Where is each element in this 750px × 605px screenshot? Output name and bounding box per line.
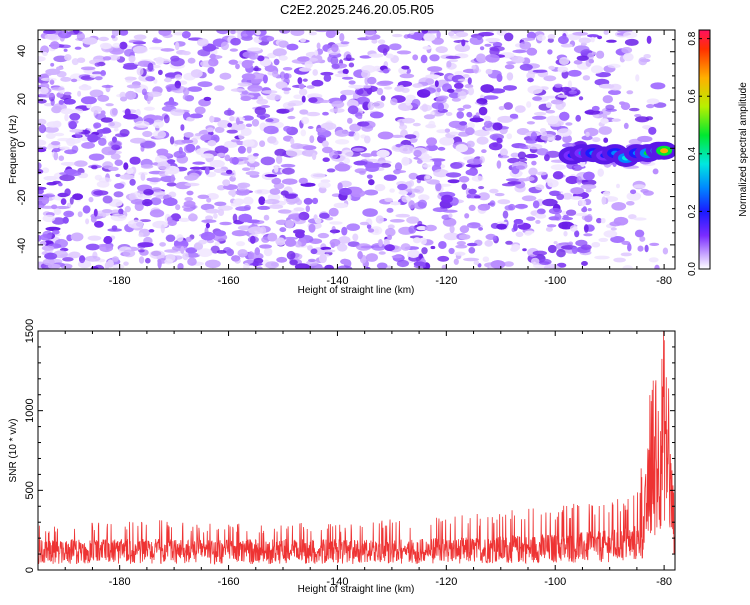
y-tick-label: -20 — [16, 190, 28, 206]
x-axis-label: Height of straight line (km) — [298, 584, 415, 595]
x-tick-label: -100 — [544, 576, 566, 588]
x-tick-label: -140 — [326, 275, 348, 287]
colorbar: 0.0 0.2 0.4 0.6 0.8 Normalized spectral ampli… — [687, 29, 749, 276]
y-tick-label: 20 — [16, 93, 28, 105]
x-tick-label: -180 — [109, 576, 131, 588]
colorbar-label: Normalized spectral amplitude — [738, 82, 749, 217]
x-tick-label: -100 — [544, 275, 566, 287]
y-tick-label: 40 — [16, 45, 28, 57]
colorbar-tick-label: 0.4 — [687, 146, 698, 160]
snr-frame — [37, 330, 676, 571]
x-tick-label: -80 — [656, 275, 672, 287]
snr-series-line — [38, 331, 675, 566]
figure-title: C2E2.2025.246.20.05.R05 — [280, 2, 434, 17]
colorbar-tick-label: 0.2 — [687, 204, 698, 218]
x-tick-label: -160 — [218, 275, 240, 287]
x-tick-label: -180 — [109, 275, 131, 287]
x-axis-label: Height of straight line (km) — [298, 285, 415, 296]
snr-panel: -180 -160 -140 -120 -100 -80 0 500 1000 1500 Heigh… — [8, 319, 676, 595]
y-tick-label: 500 — [24, 481, 36, 499]
x-tick-label: -120 — [435, 576, 457, 588]
colorbar-tick-label: 0.6 — [687, 89, 698, 103]
colorbar-gradient — [698, 29, 711, 270]
x-tick-label: -160 — [218, 576, 240, 588]
y-tick-label: 0 — [24, 567, 36, 573]
y-tick-label: 1000 — [24, 398, 36, 422]
spectrogram-panel: -180 -160 -140 -120 -100 -80 -40 -20 0 20 40 Height… — [8, 29, 676, 296]
x-tick-label: -80 — [656, 576, 672, 588]
y-axis-label: SNR (10 * v/v) — [8, 419, 19, 483]
colorbar-tick-label: 0.0 — [687, 262, 698, 276]
signal-blob-core — [660, 148, 669, 154]
y-tick-label: 0 — [16, 141, 28, 147]
noise-blobs — [38, 30, 674, 269]
x-tick-label: -120 — [435, 275, 457, 287]
snr-plot-area — [38, 331, 675, 570]
spectrogram-frame — [37, 29, 676, 270]
signal-track — [558, 141, 675, 167]
y-axis-label: Frequency (Hz) — [8, 115, 19, 184]
y-tick-label: -40 — [16, 238, 28, 254]
y-tick-label: 1500 — [24, 319, 36, 343]
colorbar-tick-label: 0.8 — [687, 31, 698, 45]
x-tick-label: -140 — [326, 576, 348, 588]
